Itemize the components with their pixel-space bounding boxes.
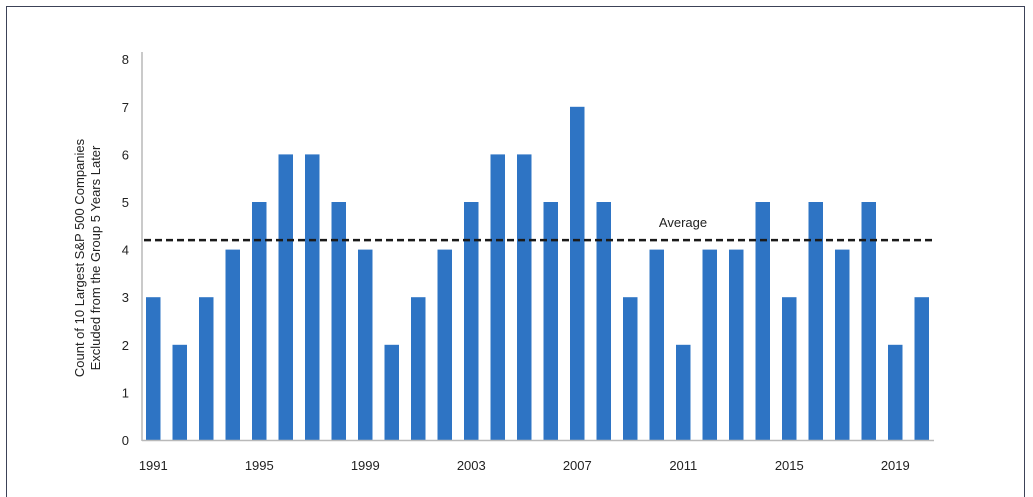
bar (914, 297, 929, 440)
bar (437, 249, 452, 440)
bar (623, 297, 638, 440)
bar (331, 202, 346, 440)
bar (835, 249, 850, 440)
bar (888, 344, 903, 440)
bar (543, 202, 558, 440)
bar (808, 202, 823, 440)
bar (278, 154, 293, 440)
bar (305, 154, 320, 440)
bar (861, 202, 876, 440)
bar (199, 297, 214, 440)
bar (464, 202, 479, 440)
y-tick-label: 4 (122, 243, 129, 258)
y-tick-label: 2 (122, 338, 129, 353)
y-tick-label: 6 (122, 147, 129, 162)
bar (782, 297, 797, 440)
x-tick-label: 1995 (245, 458, 274, 473)
x-tick-label: 1991 (139, 458, 168, 473)
bar (570, 106, 585, 441)
bar (702, 249, 717, 440)
x-tick-label: 2011 (669, 458, 697, 473)
y-axis-ticks: 0 1 2 3 4 5 6 7 8 (122, 52, 129, 448)
bar (384, 344, 399, 440)
bar (676, 344, 691, 440)
y-axis-label: Count of 10 Largest S&P 500 Companies Ex… (72, 138, 103, 377)
x-tick-label: 2015 (775, 458, 804, 473)
chart-frame (6, 6, 1025, 497)
bar (146, 297, 161, 440)
y-tick-label: 0 (122, 433, 129, 448)
bar (649, 249, 664, 440)
x-tick-label: 2007 (563, 458, 592, 473)
bar (755, 202, 770, 440)
bar (225, 249, 240, 440)
y-tick-label: 8 (122, 52, 129, 67)
bar (411, 297, 426, 440)
bar (358, 249, 373, 440)
x-tick-label: 2019 (881, 458, 910, 473)
bar (517, 154, 532, 440)
bar (490, 154, 505, 440)
bar (252, 202, 267, 440)
y-tick-label: 7 (122, 100, 129, 115)
bar (596, 202, 611, 440)
bars (146, 106, 929, 441)
x-tick-label: 2003 (457, 458, 486, 473)
y-tick-label: 3 (122, 290, 129, 305)
y-tick-label: 5 (122, 195, 129, 210)
y-axis-label-line-1: Count of 10 Largest S&P 500 Companies (72, 138, 87, 377)
x-axis-ticks: 1991 1995 1999 2003 2007 2011 2015 2019 (139, 458, 910, 473)
bar (172, 344, 187, 440)
average-label: Average (659, 215, 707, 230)
bar (729, 249, 744, 440)
y-axis-label-line-2: Excluded from the Group 5 Years Later (88, 145, 103, 370)
y-tick-label: 1 (122, 385, 129, 400)
x-tick-label: 1999 (351, 458, 380, 473)
